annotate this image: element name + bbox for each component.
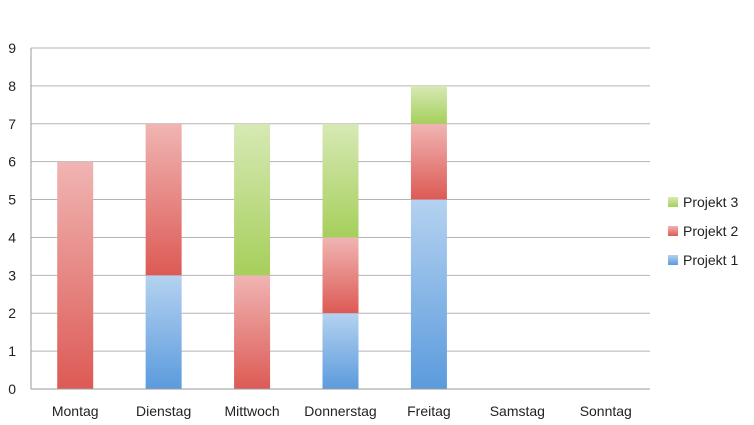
y-tick-label: 8 [8, 78, 16, 94]
legend-label: Projekt 2 [683, 223, 738, 239]
axes: 0 1 2 3 4 5 6 7 8 9 Montag Dienstag Mittwoch Donnerst… [8, 40, 650, 419]
bar-projekt-3-mittwoch [234, 123, 271, 276]
legend-label: Projekt 1 [683, 252, 738, 268]
y-tick-label: 0 [8, 381, 16, 397]
bar-projekt-1-donnerstag [322, 313, 359, 389]
x-tick-label: Samstag [490, 403, 545, 419]
y-tick-label: 9 [8, 40, 16, 56]
x-tick-label: Dienstag [136, 403, 191, 419]
bar-projekt-1-dienstag [145, 275, 182, 389]
y-tick-label: 6 [8, 154, 16, 170]
legend-swatch-projekt-2 [668, 226, 678, 236]
bar-projekt-2-montag [57, 161, 94, 389]
bar-projekt-3-freitag [410, 85, 447, 124]
y-tick-label: 3 [8, 267, 16, 283]
legend-swatch-projekt-1 [668, 255, 678, 265]
y-tick-label: 4 [8, 229, 16, 245]
x-tick-label: Montag [52, 403, 99, 419]
bar-projekt-2-mittwoch [234, 275, 271, 389]
x-tick-label: Mittwoch [224, 403, 279, 419]
x-tick-label: Freitag [407, 403, 451, 419]
bar-projekt-3-donnerstag [322, 123, 359, 238]
bar-projekt-2-freitag [410, 123, 447, 200]
x-tick-label: Sonntag [580, 403, 632, 419]
y-tick-label: 5 [8, 192, 16, 208]
legend-swatch-projekt-3 [668, 197, 678, 207]
legend-label: Projekt 3 [683, 194, 738, 210]
bars [57, 85, 447, 389]
bar-projekt-2-donnerstag [322, 237, 359, 314]
y-tick-label: 1 [8, 343, 16, 359]
y-tick-label: 2 [8, 305, 16, 321]
y-tick-label: 7 [8, 116, 16, 132]
bar-projekt-2-dienstag [145, 123, 182, 276]
bar-projekt-1-freitag [410, 199, 447, 389]
legend: Projekt 3 Projekt 2 Projekt 1 [668, 194, 738, 268]
x-tick-label: Donnerstag [304, 403, 376, 419]
